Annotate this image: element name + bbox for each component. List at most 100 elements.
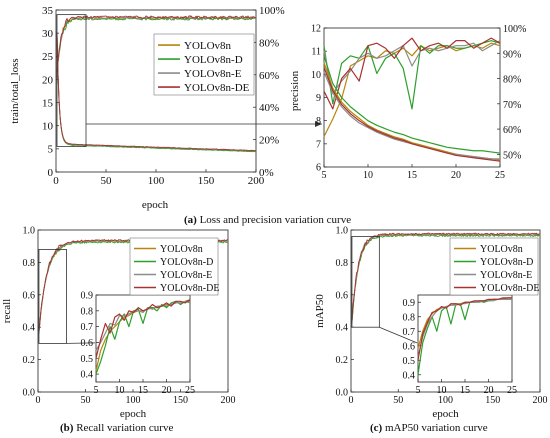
b-inset-xtick-label: 10 — [115, 385, 125, 396]
c-inset-YOLOv8n-DE — [417, 297, 512, 361]
a-inset-loss-YOLOv8n-DE — [323, 67, 501, 162]
a-zoom-arrow — [315, 121, 322, 127]
a-main-xtick-label: 50 — [101, 175, 113, 187]
a-main-xtick-label: 150 — [198, 175, 215, 187]
c-main-ytick-label: 0.8 — [336, 258, 349, 269]
a-inset-ytick-label: 7 — [316, 139, 321, 150]
c-legend-label: YOLOv8n-E — [480, 270, 532, 281]
caption-a: (a) Loss and precision variation curve — [184, 214, 351, 226]
a-inset-ytick-right-label: 100% — [503, 24, 526, 35]
b-inset-ytick-label: 0.5 — [81, 354, 94, 365]
a-zoom-box — [56, 14, 87, 147]
a-main-xlabel: epoch — [142, 199, 169, 211]
c-inset-ytick-label: 0.8 — [403, 312, 416, 323]
a-main-ytick-label: 30 — [42, 28, 54, 40]
a-main-ytick-right-label: 40% — [259, 102, 279, 114]
b-legend-box — [129, 237, 219, 296]
a-inset-precision-YOLOv8n-DE — [323, 37, 501, 110]
a-inset-precision-YOLOv8n-D — [323, 40, 501, 110]
a-loss-line-YOLOv8n-D — [56, 33, 257, 153]
c-main-xtick-label: 150 — [485, 395, 500, 406]
a-inset-loss-YOLOv8n-E — [323, 71, 500, 160]
a-main-xtick-label: 200 — [248, 175, 265, 187]
c-inset-ytick-label: 0.4 — [403, 370, 416, 381]
b-xlabel: epoch — [120, 408, 147, 420]
b-inset-ytick-label: 0.8 — [81, 306, 94, 317]
a-loss-line-YOLOv8n-DE — [56, 32, 257, 152]
b-legend-label: YOLOv8n-D — [160, 257, 213, 268]
a-inset-xtick-label: 25 — [495, 170, 505, 181]
b-legend-label: YOLOv8n-DE — [160, 283, 219, 294]
c-inset-ytick-label: 0.5 — [403, 356, 416, 367]
caption-a-text: Loss and precision variation curve — [196, 214, 352, 226]
a-inset-ytick-right-label: 90% — [503, 49, 521, 60]
b-zoom-connector — [66, 342, 96, 344]
c-legend-box — [449, 237, 539, 296]
a-main-xtick-label: 100 — [148, 175, 165, 187]
b-main-ytick-label: 0.2 — [23, 355, 36, 366]
c-zoom-box — [351, 236, 380, 328]
a-main-ylabel-left: train/total_loss — [9, 58, 21, 123]
b-inset-ytick-label: 0.7 — [81, 322, 94, 333]
a-inset-ytick-right-label: 60% — [503, 125, 521, 136]
a-main-ytick-label: 10 — [42, 121, 54, 133]
c-main-xtick-label: 200 — [533, 395, 548, 406]
b-main-ytick-label: 0.4 — [23, 323, 36, 334]
c-inset-xtick-label: 10 — [437, 385, 447, 396]
b-inset-xtick-label: 5 — [94, 385, 99, 396]
c-main-ytick-label: 0.0 — [336, 388, 349, 399]
a-inset-ytick-label: 6 — [316, 163, 321, 174]
c-inset-xtick-label: 15 — [460, 385, 470, 396]
b-legend-label: YOLOv8n — [160, 244, 203, 255]
a-inset-ytick-right-label: 80% — [503, 75, 521, 86]
b-zoom-box — [38, 249, 67, 344]
c-main-ytick-label: 1.0 — [336, 226, 349, 237]
a-main-ytick-right-label: 100% — [259, 5, 285, 17]
c-inset-xtick-label: 25 — [507, 385, 517, 396]
a-inset-ytick-label: 9 — [316, 93, 321, 104]
caption-a-letter: (a) — [184, 214, 197, 226]
a-inset-xtick-label: 10 — [363, 170, 373, 181]
a-main-ytick-label: 25 — [42, 51, 54, 63]
b-inset-ytick-label: 0.4 — [81, 370, 94, 381]
c-inset-bg — [418, 295, 512, 382]
c-line-YOLOv8n-E — [351, 233, 541, 324]
c-inset-xtick-label: 20 — [484, 385, 494, 396]
c-legend-label: YOLOv8n-D — [480, 257, 533, 268]
b-inset-YOLOv8n-DE — [95, 299, 191, 359]
c-main-ytick-label: 0.4 — [336, 323, 349, 334]
a-inset-xtick-label: 5 — [322, 170, 327, 181]
caption-c-letter: (c) — [370, 422, 383, 434]
b-main-xtick-label: 150 — [173, 395, 188, 406]
c-main-ytick-label: 0.2 — [336, 355, 349, 366]
b-main-xtick-label: 50 — [81, 395, 91, 406]
a-main-ytick-label: 20 — [42, 74, 54, 86]
a-inset-loss-YOLOv8n-D — [323, 55, 501, 154]
a-main-legend-label: YOLOv8n-E — [184, 68, 242, 80]
a-main-ytick-label: 5 — [48, 144, 54, 156]
b-main-ytick-label: 0.0 — [23, 388, 36, 399]
a-inset-ytick-right-label: 70% — [503, 100, 521, 111]
b-main-ytick-label: 0.6 — [23, 290, 36, 301]
a-inset-ytick-label: 8 — [316, 116, 321, 127]
b-inset-ytick-label: 0.6 — [81, 338, 94, 349]
c-inset-ytick-label: 0.9 — [403, 298, 416, 309]
b-inset-bg — [96, 295, 190, 382]
a-inset-ytick-label: 10 — [311, 70, 321, 81]
b-main-xtick-label: 100 — [126, 395, 141, 406]
a-inset-precision-YOLOv8n-E — [323, 40, 501, 95]
caption-c: (c) mAP50 variation curve — [370, 422, 488, 434]
a-inset-ytick-right-label: 50% — [503, 150, 521, 161]
a-main-legend-label: YOLOv8n-DE — [184, 82, 250, 94]
b-main-ytick-label: 0.8 — [23, 258, 36, 269]
c-line-YOLOv8n-D — [351, 234, 541, 323]
a-inset-frame — [323, 27, 501, 168]
c-line-YOLOv8n-DE — [351, 232, 541, 321]
b-legend-label: YOLOv8n-E — [160, 270, 212, 281]
c-legend-label: YOLOv8n-DE — [480, 283, 539, 294]
b-main-ytick-label: 1.0 — [23, 226, 36, 237]
a-main-legend-label: YOLOv8n-D — [184, 54, 243, 66]
c-inset-xtick-label: 5 — [416, 385, 421, 396]
c-ylabel: mAP50 — [314, 294, 326, 328]
